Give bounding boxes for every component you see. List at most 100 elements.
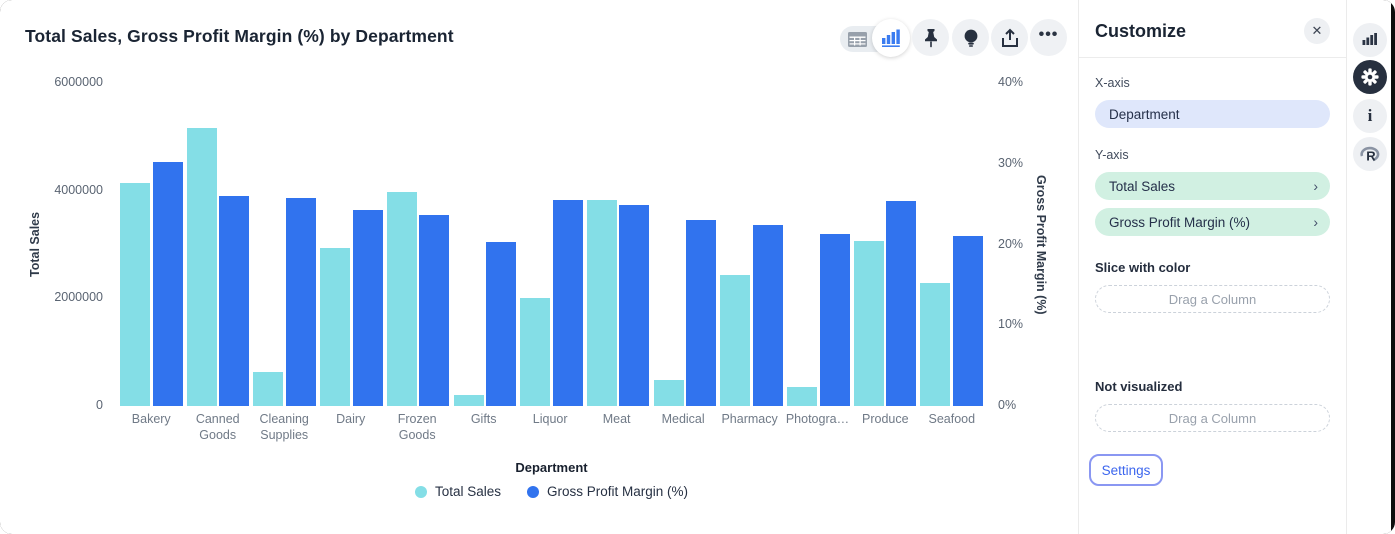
left-y-tick-label: 0 (96, 398, 103, 412)
slice-drop-zone[interactable]: Drag a Column (1095, 285, 1330, 313)
chart-panel-icon (1362, 33, 1377, 45)
drop-zone-placeholder: Drag a Column (1168, 291, 1257, 307)
settings-button[interactable]: Settings (1089, 454, 1163, 486)
x-tick-label: Pharmacy (721, 412, 778, 426)
y-axis-column-pill-gross-profit-margin[interactable]: Gross Profit Margin (%) › (1095, 208, 1330, 236)
bar[interactable] (419, 215, 450, 406)
legend-item-gross-profit-margin[interactable]: Gross Profit Margin (%) (527, 484, 688, 499)
bar[interactable] (285, 197, 316, 406)
share-icon (1001, 28, 1018, 47)
left-y-tick-label: 6000000 (54, 75, 103, 89)
bar[interactable] (586, 199, 617, 406)
x-tick-label: Dairy (336, 412, 366, 426)
x-tick-label: Photogra… (785, 412, 850, 426)
bar[interactable] (320, 247, 351, 406)
bar[interactable] (186, 127, 217, 406)
bar[interactable] (819, 234, 850, 406)
y-axis-field-label: Y-axis (1095, 148, 1129, 162)
chevron-right-icon: › (1313, 178, 1318, 194)
x-tick-label: Medical (661, 412, 705, 426)
x-axis-labels: Bakery Canned Goods Cleaning Supplies Dairy… (118, 412, 985, 443)
bar[interactable] (686, 220, 717, 406)
chart-panel-button[interactable] (1353, 23, 1387, 57)
x-tick-label: Canned Goods (195, 412, 240, 442)
left-y-tick-label: 2000000 (54, 290, 103, 305)
right-axis-title: Gross Profit Margin (%) (1034, 174, 1048, 315)
x-tick-label: Cleaning Supplies (259, 412, 309, 442)
right-icon-rail: i R (1346, 0, 1391, 534)
legend-dot-total-sales (414, 485, 427, 498)
r-language-button[interactable]: R (1353, 137, 1387, 171)
chart-title: Total Sales, Gross Profit Margin (%) by … (25, 26, 454, 46)
x-axis-column-pill[interactable]: Department (1095, 100, 1330, 128)
customize-title: Customize (1095, 20, 1187, 41)
not-visualized-label: Not visualized (1095, 379, 1183, 394)
legend-label: Total Sales (434, 484, 501, 499)
bar[interactable] (752, 225, 783, 406)
lightbulb-button[interactable] (952, 19, 989, 56)
share-button[interactable] (991, 19, 1028, 56)
svg-text:R: R (1366, 149, 1376, 164)
legend-item-total-sales[interactable]: Total Sales (414, 484, 501, 499)
bar[interactable] (619, 204, 650, 406)
info-button[interactable]: i (1353, 99, 1387, 133)
bar[interactable] (853, 240, 884, 406)
legend-dot-gross-profit-margin (527, 485, 539, 498)
x-tick-label: Bakery (131, 412, 171, 426)
close-button[interactable]: ✕ (1304, 18, 1330, 44)
bar[interactable] (219, 196, 250, 406)
right-y-tick-label: 0% (998, 398, 1017, 412)
pin-icon (924, 28, 937, 47)
right-y-tick-label: 10% (998, 317, 1024, 332)
bar[interactable] (552, 200, 583, 406)
bar[interactable] (787, 387, 818, 406)
y-axis-column-pill-total-sales[interactable]: Total Sales › (1095, 172, 1330, 200)
chart-card: Total Sales, Gross Profit Margin (%) by … (25, 19, 1067, 499)
lightbulb-icon (964, 29, 977, 47)
bar[interactable] (952, 236, 983, 406)
left-y-tick-label: 4000000 (54, 182, 103, 197)
chevron-right-icon: › (1313, 214, 1318, 230)
bar[interactable] (486, 242, 517, 406)
bar[interactable] (152, 162, 183, 406)
close-icon: ✕ (1311, 23, 1323, 38)
y-axis-column-name: Total Sales (1109, 178, 1176, 194)
settings-button-label: Settings (1101, 462, 1151, 478)
customize-panel: Customize ✕ X-axis Department Y-axis Tot… (1078, 0, 1346, 534)
plot-area (118, 83, 985, 406)
x-tick-label: Meat (602, 412, 631, 426)
pin-button[interactable] (912, 19, 949, 56)
slice-with-color-label: Slice with color (1095, 260, 1191, 275)
drop-zone-placeholder: Drag a Column (1168, 410, 1257, 426)
bar[interactable] (453, 395, 484, 406)
bar[interactable] (520, 298, 551, 406)
bar[interactable] (120, 182, 151, 406)
bar[interactable] (920, 283, 951, 406)
x-axis-title: Department (515, 460, 588, 475)
bar[interactable] (653, 380, 684, 406)
settings-gear-button[interactable] (1353, 60, 1387, 94)
chart-view-icon[interactable] (872, 19, 910, 57)
bar[interactable] (386, 191, 417, 406)
y-axis-column-name: Gross Profit Margin (%) (1109, 214, 1251, 230)
view-toggle[interactable] (840, 19, 910, 57)
right-y-tick-label: 30% (998, 155, 1024, 170)
bar[interactable] (886, 200, 917, 406)
bar[interactable] (352, 209, 383, 406)
x-tick-label: Gifts (470, 412, 497, 426)
customize-header: Customize ✕ (1079, 0, 1346, 58)
x-tick-label: Frozen Goods (397, 412, 437, 442)
not-visualized-drop-zone[interactable]: Drag a Column (1095, 404, 1330, 432)
bar[interactable] (720, 275, 751, 406)
x-axis-column-name: Department (1109, 106, 1180, 122)
left-axis-title: Total Sales (28, 211, 42, 278)
more-icon: ••• (1038, 25, 1059, 43)
r-language-icon: R (1360, 146, 1380, 164)
x-tick-label: Produce (862, 412, 909, 426)
bar[interactable] (253, 371, 284, 406)
table-view-icon[interactable] (846, 30, 868, 48)
settings-gear-icon (1361, 68, 1379, 86)
x-axis-field-label: X-axis (1095, 76, 1130, 90)
more-button[interactable]: ••• (1030, 19, 1067, 56)
chart-legend: Total Sales Gross Profit Margin (%) (118, 484, 985, 499)
